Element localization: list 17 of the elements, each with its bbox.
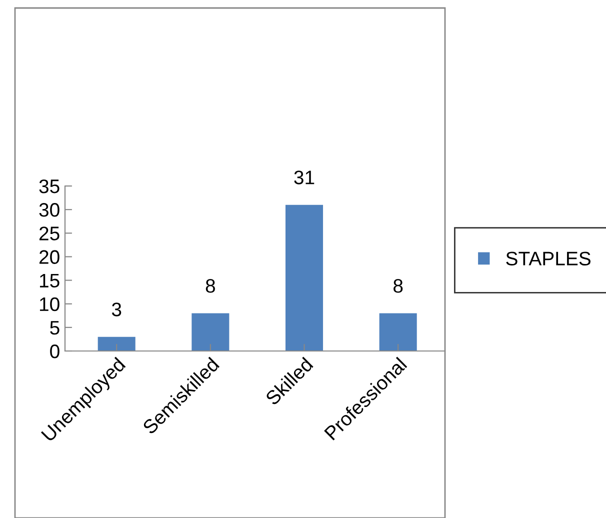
bar [192, 313, 230, 351]
y-tick-label: 35 [39, 179, 60, 194]
data-label: 31 [294, 170, 314, 184]
data-label: 8 [206, 279, 215, 293]
data-label: 8 [394, 279, 403, 293]
y-tick-label: 25 [39, 226, 60, 240]
y-tick-label: 0 [50, 344, 60, 358]
bar [379, 313, 417, 351]
y-tick-label: 15 [40, 274, 60, 288]
y-tick-label: 10 [40, 297, 60, 312]
data-label: 3 [112, 302, 122, 316]
bar [98, 336, 136, 351]
bar [285, 204, 324, 351]
y-tick-label: 30 [39, 203, 60, 217]
legend-label: STAPLES [506, 252, 590, 266]
y-tick-label: 20 [39, 250, 60, 264]
y-tick-label: 5 [50, 321, 60, 335]
